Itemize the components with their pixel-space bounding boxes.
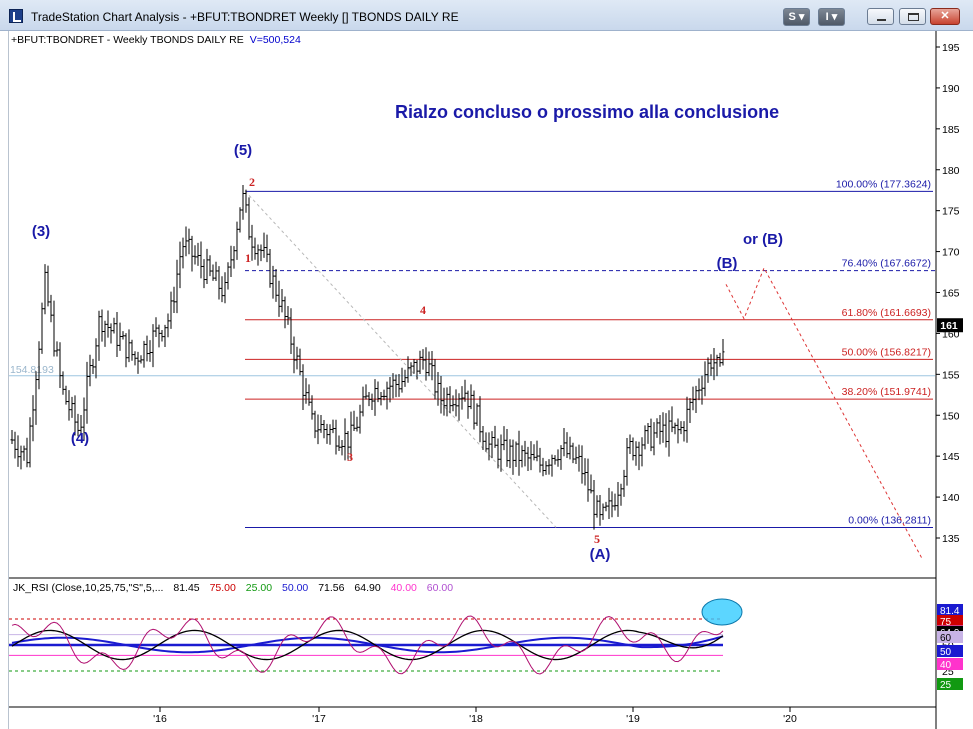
rsi-value-8: 60.00 [426,582,454,594]
minimize-button[interactable] [867,8,894,25]
chart-headline: Rialzo concluso o prossimo alla conclusi… [395,102,780,122]
rsi-value-1: 81.45 [173,582,200,594]
rsi-value-2: 75.00 [209,582,236,594]
wave-label-major: (B) [717,255,738,272]
y-axis-label: 195 [942,42,960,54]
y-axis-label: 155 [942,369,960,381]
fib-level-label: 38.20% (151.9741) [842,386,931,398]
symbol-link-label: S [788,11,796,23]
y-axis-label: 175 [942,206,960,218]
rsi-value-badge-text: 60 [940,633,952,644]
interval-link-label: I [825,11,829,23]
fib-level-label: 50.00% (156.8217) [842,346,931,358]
projected-path [725,266,923,559]
rsi-value-badge [937,604,963,616]
wave-label-major: (3) [32,223,50,240]
trend-line [244,190,557,528]
title-bar[interactable]: TradeStation Chart Analysis - +BFUT:TBON… [0,0,973,31]
fib-level-label: 61.80% (161.6693) [842,307,931,319]
last-price-text: 161 [940,320,958,332]
x-axis-label: '18 [469,713,483,725]
rsi-value-5: 71.56 [318,582,345,594]
y-axis-label: 165 [942,288,960,300]
rsi-value-badge-text: 75 [940,617,952,628]
y-axis-label: 170 [942,247,960,259]
x-axis-label: '20 [783,713,797,725]
window-title: TradeStation Chart Analysis - +BFUT:TBON… [31,10,459,24]
rsi-legend: JK_RSI (Close,10,25,75,"S",5,... 81.45 7… [13,582,460,594]
symbol-link-button[interactable]: S ▾ [783,8,810,26]
volume-readout: V=500,524 [249,34,301,46]
fib-level-label: 0.00% (136.2811) [848,515,931,527]
tradestation-icon [9,9,23,23]
rsi-value-6: 64.90 [354,582,381,594]
close-icon: ✕ [940,10,950,22]
y-axis-label: 135 [942,533,960,545]
y-axis-label: 145 [942,451,960,463]
y-axis-label: 150 [942,410,960,422]
maximize-icon [908,13,919,21]
maximize-button[interactable] [899,8,926,25]
rsi-value-7: 40.00 [390,582,417,594]
wave-label-minor: 4 [420,303,426,317]
wave-label-major: (A) [590,546,611,563]
wave-label-major: (5) [234,142,252,159]
chart-area[interactable] [8,31,973,729]
x-axis-label: '19 [626,713,640,725]
minimize-icon [877,19,886,21]
wave-label-minor: 2 [249,175,255,189]
y-axis-label: 140 [942,492,960,504]
wave-label-minor: 5 [594,532,600,546]
wave-label-minor: 3 [347,450,353,464]
rsi-axis-label: 25 [942,666,954,678]
x-axis-label: '16 [153,713,167,725]
close-button[interactable]: ✕ [930,8,960,25]
rsi-value-badge [937,678,963,690]
rsi-value-badge-text: 25 [940,680,952,691]
rsi-value-badge-text: 81.4 [940,606,960,617]
y-axis-label: 185 [942,124,960,136]
rsi-value-3: 25.00 [245,582,273,594]
chart-header: +BFUT:TBONDRET - Weekly TBONDS DAILY RE V… [11,34,301,46]
rsi-value-badge-text: 40 [940,660,952,671]
rsi-value-badge [937,658,963,670]
rsi-slow-line [11,635,724,654]
symbol-description: +BFUT:TBONDRET - Weekly TBONDS DAILY RE [11,34,244,46]
wave-label-major: (4) [71,430,89,447]
reference-price-label: 154.8193 [10,364,54,376]
wave-label-minor: 1 [245,251,251,265]
fib-level-label: 100.00% (177.3624) [836,178,931,190]
rsi-value-badge [937,631,963,643]
rsi-fast-line [11,615,724,675]
y-axis-label: 190 [942,83,960,95]
rsi-value-badge [937,615,963,627]
rsi-value-badge [937,645,963,657]
x-axis-label: '17 [312,713,326,725]
rsi-signal-line [11,629,724,661]
rsi-name: JK_RSI (Close,10,25,75,"S",5,... [13,582,164,594]
fib-level-label: 76.40% (167.6672) [842,258,931,270]
interval-link-button[interactable]: I ▾ [818,8,845,26]
y-axis-label: 180 [942,165,960,177]
last-price-badge [937,318,963,333]
rsi-highlight [701,598,743,626]
wave-label-major: or (B) [743,231,783,248]
rsi-value-badge-text: 50 [940,647,952,658]
rsi-value-4: 50.00 [281,582,309,594]
